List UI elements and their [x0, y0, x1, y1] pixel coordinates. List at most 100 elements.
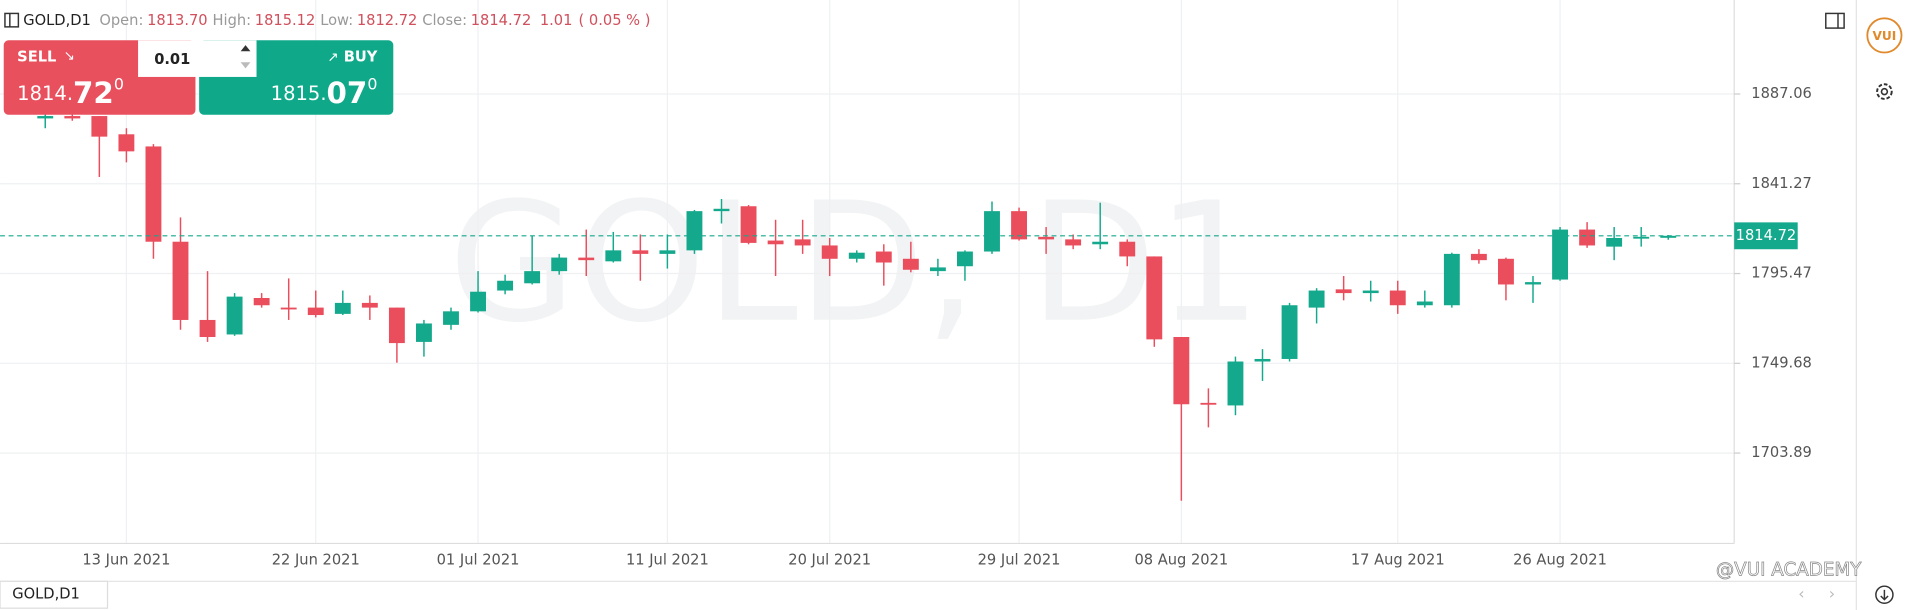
candle-body: [1200, 402, 1217, 405]
candle-body: [1579, 229, 1596, 246]
candle-body: [524, 271, 541, 284]
header-value: 1815.12: [255, 12, 316, 29]
candle-body: [497, 280, 514, 291]
header-value: 1814.72: [471, 12, 532, 29]
settings-gear[interactable]: [1876, 83, 1893, 100]
logo-circle: [1866, 17, 1903, 54]
lot-value[interactable]: 0.01: [154, 51, 190, 68]
y-tick-label: 1749.68: [1751, 354, 1812, 371]
candle-body: [334, 302, 351, 314]
symbol-icon: [4, 12, 20, 28]
candle-body: [1011, 211, 1027, 240]
y-tick-label: 1795.47: [1751, 265, 1812, 282]
buy-label: BUY: [344, 48, 378, 65]
candle-body: [145, 146, 162, 242]
candle-body: [280, 307, 297, 310]
candle-body: [1606, 238, 1623, 247]
x-tick-label: 22 Jun 2021: [272, 552, 360, 569]
candle-body: [64, 116, 81, 119]
candle-body: [37, 116, 54, 119]
candle-body: [226, 296, 243, 335]
sell-label: SELL: [17, 48, 56, 65]
buy-arrow: ↗: [327, 50, 338, 65]
candle-body: [1660, 235, 1677, 238]
candle-body: [470, 291, 486, 312]
current-price-label: 1814.72: [1736, 227, 1797, 244]
candle-body: [1498, 258, 1514, 285]
candle-body: [1443, 253, 1460, 306]
panel-toggle[interactable]: [1825, 12, 1845, 29]
logo-text: VUI: [1872, 29, 1896, 43]
candle-body: [1038, 236, 1055, 240]
candle-body: [307, 307, 324, 316]
y-tick-label: 1841.27: [1751, 175, 1812, 192]
lot-up[interactable]: [240, 45, 251, 52]
candle-body: [388, 307, 405, 344]
candle-body: [172, 241, 189, 320]
header-label: High:: [213, 12, 252, 29]
candle-body: [1308, 290, 1325, 308]
candle-body: [902, 258, 919, 270]
header-value: 1813.70: [147, 12, 208, 29]
header-value: 1812.72: [357, 12, 418, 29]
credit-watermark: @VUI ACADEMY: [1716, 559, 1862, 580]
candle-body: [767, 240, 784, 245]
candle-body: [1254, 358, 1271, 362]
candle-body: [1281, 305, 1298, 359]
header-label: Close:: [422, 12, 467, 29]
candle-body: [1470, 253, 1487, 261]
candle-body: [821, 245, 838, 259]
candle-body: [929, 267, 946, 272]
candle-body: [361, 302, 378, 308]
buy-price-main: 1815.: [271, 82, 327, 105]
scroll-left[interactable]: ‹: [1798, 584, 1804, 603]
symbol-tab-label[interactable]: GOLD,D1: [12, 586, 80, 603]
sell-arrow: ↘: [64, 49, 75, 64]
candle-body: [1389, 290, 1406, 306]
candle-body: [118, 134, 135, 152]
x-tick-label: 11 Jul 2021: [626, 552, 709, 569]
candle-body: [1119, 241, 1136, 257]
x-tick-label: 13 Jun 2021: [82, 552, 170, 569]
candle-body: [199, 319, 216, 338]
candle-body: [713, 208, 730, 212]
symbol: GOLD,D1: [23, 12, 91, 29]
sell-price-sup: 0: [114, 74, 124, 93]
candle-body: [632, 250, 649, 254]
symbol-tab[interactable]: [0, 580, 109, 609]
candle-body: [605, 250, 622, 262]
candle-body: [659, 250, 676, 254]
candle-body: [1362, 290, 1379, 294]
watermark: GOLD, D1: [448, 167, 1261, 359]
sell-price: 1814.720: [17, 74, 124, 110]
candle-body: [957, 251, 973, 267]
x-tick-label: 01 Jul 2021: [437, 552, 520, 569]
x-tick-label: 08 Aug 2021: [1134, 552, 1228, 569]
buy-price-big: 07: [327, 76, 368, 110]
header-text: GOLD,D1 Open: 1813.70 High: 1815.12 Low: 1812.…: [23, 12, 650, 29]
header-change: 1.01: [540, 12, 573, 29]
header-label: Low:: [320, 12, 353, 29]
candle-body: [740, 206, 757, 243]
candle-body: [551, 257, 568, 272]
candle-body: [253, 297, 270, 306]
scroll-down-button[interactable]: [1875, 585, 1894, 605]
current-price-box: [1734, 222, 1798, 250]
candle-body: [1092, 241, 1109, 245]
bottom-bar: GOLD,D1 ‹ › @VUI ACADEMY: [0, 559, 1894, 609]
sell-price-main: 1814.: [17, 82, 73, 105]
lot-down[interactable]: [240, 62, 251, 69]
scroll-right[interactable]: ›: [1829, 584, 1835, 603]
lot-box[interactable]: [138, 40, 257, 77]
scroll-down-arrow: [1880, 589, 1889, 601]
candle-body: [1525, 282, 1541, 285]
candle-body: [1633, 236, 1650, 239]
candle-body: [578, 257, 595, 261]
candle-body: [1146, 256, 1163, 340]
buy-price-sup: 0: [367, 74, 377, 93]
x-tick-label: 20 Jul 2021: [788, 552, 871, 569]
candle-body: [848, 252, 865, 259]
candle-body: [416, 323, 432, 342]
settings-gear-center: [1880, 87, 1889, 96]
